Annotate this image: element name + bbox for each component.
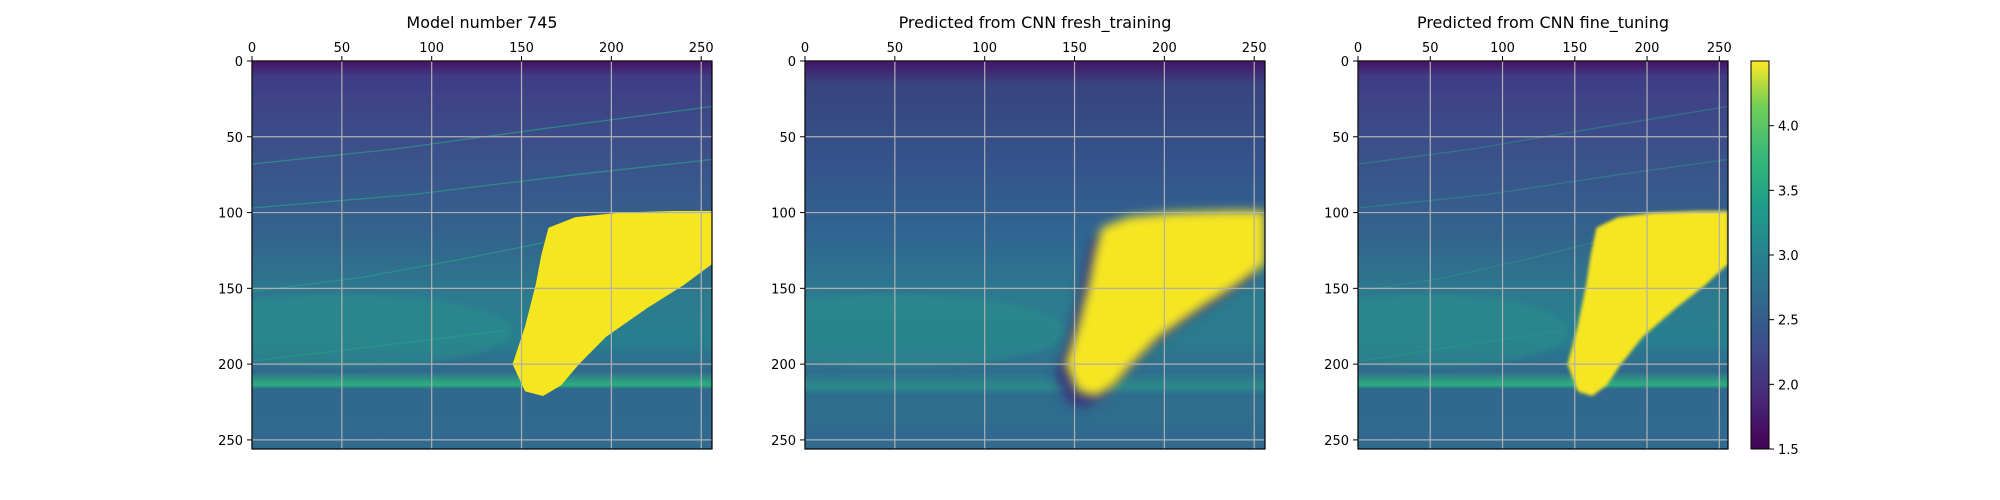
y-tick-label: 100	[218, 207, 243, 222]
x-tick-label: 200	[599, 41, 624, 56]
y-tick-label: 200	[218, 358, 243, 373]
salt-body	[512, 211, 712, 396]
y-tick-label: 200	[1324, 358, 1349, 373]
x-tick-label: 0	[1354, 41, 1362, 56]
x-tick-label: 50	[1422, 41, 1439, 56]
y-tick-label: 150	[771, 282, 796, 297]
x-tick-label: 100	[972, 41, 997, 56]
x-tick-label: 100	[419, 41, 444, 56]
panel-title: Predicted from CNN fine_tuning	[1417, 13, 1669, 33]
layer-line	[252, 239, 558, 293]
heatmap-image	[805, 61, 1265, 449]
sediment-band	[252, 294, 513, 368]
x-tick-label: 100	[1490, 41, 1515, 56]
x-tick-label: 0	[248, 41, 256, 56]
colorbar: 1.5 2.0 2.5 3.0 3.5 4.0	[1750, 60, 1799, 458]
y-tick-label: 0	[1341, 55, 1349, 70]
y-tick-label: 50	[226, 131, 243, 146]
axes-frame	[251, 60, 713, 450]
x-tick-label: 150	[509, 41, 534, 56]
y-tick-label: 100	[771, 207, 796, 222]
heatmap-image	[1358, 61, 1728, 449]
layer-line	[1358, 239, 1604, 293]
colorbar-gradient	[1750, 60, 1770, 450]
layer-line	[252, 105, 712, 165]
y-tick-label: 100	[1324, 207, 1349, 222]
y-tick-label: 0	[235, 55, 243, 70]
axes-frame	[804, 60, 1266, 450]
x-tick-label: 250	[1242, 41, 1267, 56]
x-tick-label: 50	[887, 41, 904, 56]
colorbar-tick-label: 2.0	[1778, 378, 1799, 393]
panel-1: 0 50 100 150 200 250 0 50 100 150 200 250 Model numb…	[218, 13, 714, 450]
x-tick-label: 0	[801, 41, 809, 56]
x-tick-label: 150	[1562, 41, 1587, 56]
x-tick-label: 200	[1635, 41, 1660, 56]
y-tick-label: 200	[771, 358, 796, 373]
layer-line	[252, 330, 504, 362]
layer-line	[252, 158, 712, 209]
x-tick-label: 50	[334, 41, 351, 56]
y-tick-label: 150	[1324, 282, 1349, 297]
x-tick-label: 150	[1062, 41, 1087, 56]
layer-line	[1358, 158, 1728, 209]
panel-title: Predicted from CNN fresh_training	[899, 13, 1172, 33]
panel-3: 0 50 100 150 200 250 0 50 100 150 200 250 Predicted …	[1324, 13, 1732, 450]
panel-title: Model number 745	[406, 13, 557, 32]
colorbar-tick-label: 2.5	[1778, 314, 1799, 329]
sediment-band	[805, 294, 1066, 368]
colorbar-tick-label: 3.0	[1778, 249, 1799, 264]
y-tick-label: 250	[771, 434, 796, 449]
y-tick-label: 50	[779, 131, 796, 146]
layer-line	[1358, 330, 1561, 362]
colorbar-tick-label: 3.5	[1778, 184, 1799, 199]
y-tick-label: 0	[788, 55, 796, 70]
axes-frame	[1357, 60, 1729, 450]
y-tick-label: 150	[218, 282, 243, 297]
colorbar-tick-label: 1.5	[1778, 443, 1799, 458]
y-tick-label: 50	[1332, 131, 1349, 146]
y-tick-label: 250	[218, 434, 243, 449]
sediment-band	[1358, 294, 1568, 368]
heatmap-image	[252, 61, 712, 449]
x-tick-label: 250	[1707, 41, 1732, 56]
x-tick-label: 200	[1152, 41, 1177, 56]
y-tick-label: 250	[1324, 434, 1349, 449]
colorbar-tick-label: 4.0	[1778, 120, 1799, 135]
layer-line	[1358, 105, 1728, 165]
x-tick-label: 250	[689, 41, 714, 56]
panel-2: 0 50 100 150 200 250 0 50 100 150 200 250 Predicted …	[771, 13, 1267, 450]
salt-body	[1567, 211, 1728, 396]
salt-body	[1065, 211, 1265, 396]
